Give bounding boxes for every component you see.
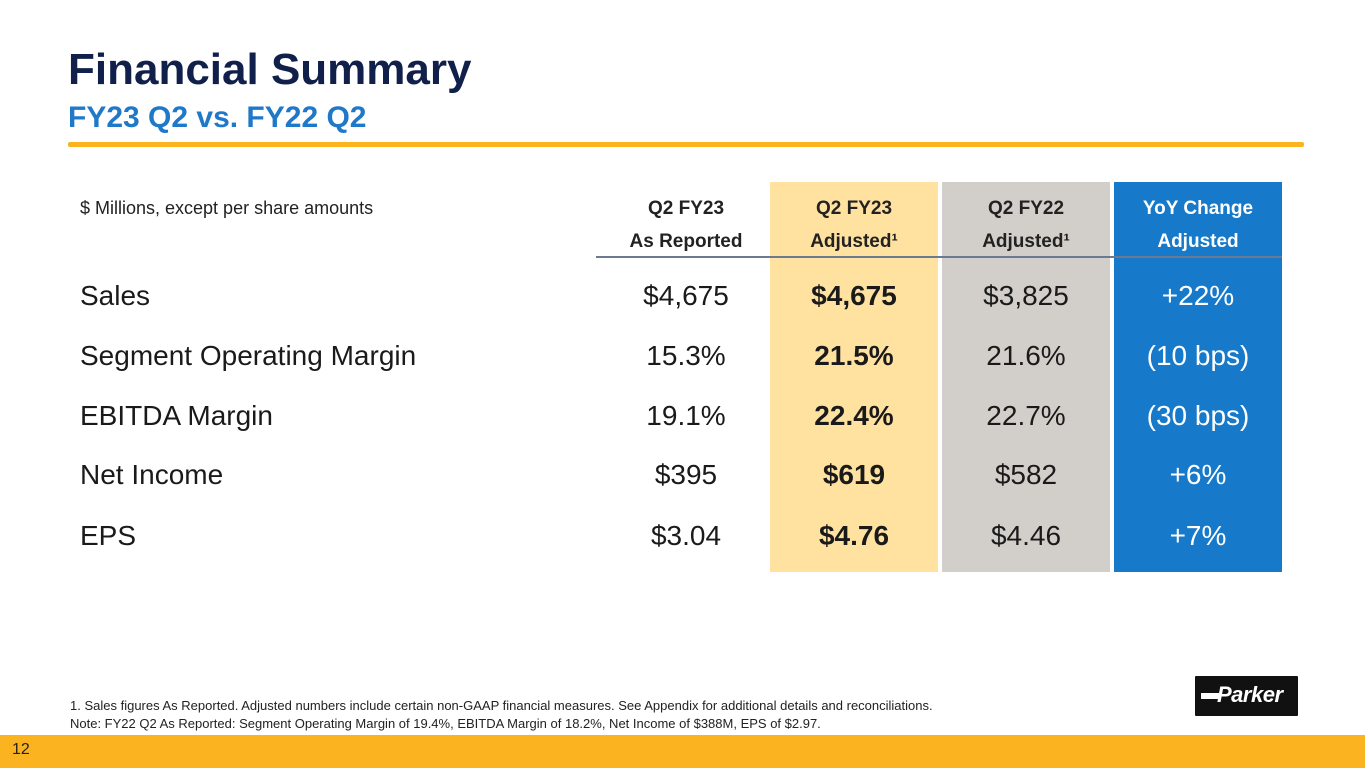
column-header-line1: Q2 FY22: [987, 198, 1065, 219]
logo-text: Parker: [1217, 682, 1283, 707]
adjusted-column-highlight: [770, 182, 938, 572]
header-underline: [596, 256, 1282, 258]
column-header-line1: Q2 FY23: [815, 198, 893, 219]
yoy-change-value: +22%: [1161, 280, 1235, 311]
footnote-note: Note: FY22 Q2 As Reported: Segment Opera…: [70, 716, 821, 731]
metric-label: Net Income: [80, 459, 224, 490]
prior-adjusted-value: 21.6%: [986, 340, 1066, 371]
prior-adjusted-value: $4.46: [990, 520, 1062, 551]
adjusted-value: 21.5%: [814, 340, 894, 371]
reported-value: $4,675: [643, 280, 729, 311]
table-row-ebitda-margin: EBITDA Margin 19.1% 22.4% 22.7% (30 bps): [0, 396, 1365, 436]
parker-logo: Parker: [1195, 676, 1298, 716]
table-row-net-income: Net Income $395 $619 $582 +6%: [0, 455, 1365, 495]
yoy-change-value: (10 bps): [1146, 340, 1250, 371]
column-header-line2: Adjusted¹: [810, 231, 898, 252]
yoy-change-value: +7%: [1169, 520, 1227, 551]
prior-adjusted-value: $3,825: [983, 280, 1069, 311]
footnotes: 1. Sales figures As Reported. Adjusted n…: [70, 697, 933, 733]
table-row-eps: EPS $3.04 $4.76 $4.46 +7%: [0, 516, 1365, 556]
column-header-yoy-change: YoY Change Adjusted: [1114, 192, 1282, 258]
metric-label: Segment Operating Margin: [80, 340, 417, 371]
slide-title: Financial Summary: [68, 45, 472, 94]
metric-label: Sales: [80, 280, 151, 311]
yoy-column-highlight: [1114, 182, 1282, 572]
footnote-1: 1. Sales figures As Reported. Adjusted n…: [70, 698, 933, 713]
reported-value: 19.1%: [646, 400, 726, 431]
column-header-line2: Adjusted: [1157, 231, 1239, 252]
column-header-prior-adjusted: Q2 FY22 Adjusted¹: [942, 192, 1110, 258]
adjusted-value: $4,675: [811, 280, 897, 311]
logo-bar-icon: [1201, 693, 1219, 699]
units-note: $ Millions, except per share amounts: [80, 198, 374, 218]
column-header-line1: Q2 FY23: [647, 198, 725, 219]
yoy-change-value: (30 bps): [1146, 400, 1250, 431]
prior-year-column-highlight: [942, 182, 1110, 572]
column-header-line2: As Reported: [629, 231, 743, 252]
title-divider: [68, 142, 1304, 147]
adjusted-value: 22.4%: [814, 400, 894, 431]
reported-value: 15.3%: [646, 340, 726, 371]
metric-label: EBITDA Margin: [80, 400, 273, 431]
yoy-change-value: +6%: [1169, 459, 1227, 490]
metric-label: EPS: [80, 520, 137, 551]
column-header-line1: YoY Change: [1142, 198, 1254, 219]
column-header-as-reported: Q2 FY23 As Reported: [602, 192, 770, 258]
column-header-line2: Adjusted¹: [982, 231, 1070, 252]
adjusted-value: $619: [822, 459, 886, 490]
table-row-sales: Sales $4,675 $4,675 $3,825 +22%: [0, 276, 1365, 316]
reported-value: $395: [654, 459, 718, 490]
prior-adjusted-value: 22.7%: [986, 400, 1066, 431]
table-row-segment-operating-margin: Segment Operating Margin 15.3% 21.5% 21.…: [0, 336, 1365, 376]
footer-bar: [0, 735, 1365, 768]
adjusted-value: $4.76: [818, 520, 890, 551]
prior-adjusted-value: $582: [994, 459, 1058, 490]
column-header-adjusted: Q2 FY23 Adjusted¹: [770, 192, 938, 258]
slide-subtitle: FY23 Q2 vs. FY22 Q2: [68, 101, 367, 134]
reported-value: $3.04: [650, 520, 722, 551]
page-number: 12: [12, 741, 30, 758]
